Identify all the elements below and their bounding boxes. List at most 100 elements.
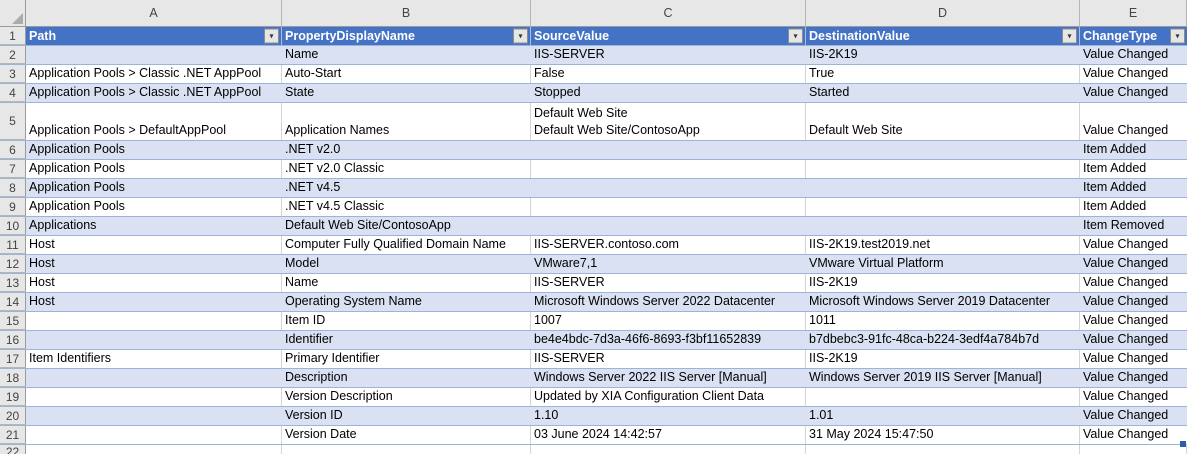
- cell-c5[interactable]: Default Web Site Default Web Site/Contos…: [531, 103, 806, 140]
- cell-d14[interactable]: Microsoft Windows Server 2019 Datacenter: [809, 294, 1051, 308]
- cell-c20[interactable]: 1.10: [534, 408, 559, 422]
- cell-a11[interactable]: Host: [26, 236, 282, 254]
- cell-c7[interactable]: [531, 160, 806, 178]
- filter-button-a[interactable]: ▾: [264, 28, 279, 44]
- filter-button-e[interactable]: ▾: [1170, 28, 1185, 44]
- cell-d13[interactable]: IIS-2K19: [806, 274, 1080, 292]
- cell-a19[interactable]: [26, 388, 282, 406]
- header-cell-e[interactable]: ChangeType ▾: [1080, 27, 1187, 45]
- cell-d20[interactable]: 1.01: [809, 408, 834, 422]
- cell-b17[interactable]: Primary Identifier: [282, 350, 531, 368]
- cell-b13[interactable]: Name: [282, 274, 531, 292]
- cell-b20[interactable]: Version ID: [285, 408, 343, 422]
- cell-a9[interactable]: Application Pools: [26, 198, 282, 216]
- cell-e3[interactable]: Value Changed: [1083, 66, 1169, 80]
- cell-b21[interactable]: Version Date: [282, 426, 531, 444]
- cell-a17[interactable]: Item Identifiers: [26, 350, 282, 368]
- cell-a16[interactable]: [26, 331, 282, 349]
- row-number-18[interactable]: 18: [0, 369, 26, 387]
- cell-c11[interactable]: IIS-SERVER.contoso.com: [531, 236, 806, 254]
- selection-fill-handle[interactable]: [1180, 441, 1186, 447]
- cell-d15[interactable]: 1011: [806, 312, 1080, 330]
- cell-a22[interactable]: [26, 445, 282, 454]
- cell-d19[interactable]: [806, 388, 1080, 406]
- row-number-11[interactable]: 11: [0, 236, 26, 254]
- cell-d16[interactable]: b7dbebc3-91fc-48ca-b224-3edf4a784b7d: [809, 332, 1040, 346]
- cell-b22[interactable]: [282, 445, 531, 454]
- cell-d3[interactable]: True: [806, 65, 1080, 83]
- cell-e8[interactable]: Item Added: [1083, 180, 1147, 194]
- filter-button-c[interactable]: ▾: [788, 28, 803, 44]
- row-number-15[interactable]: 15: [0, 312, 26, 330]
- cell-e19[interactable]: Value Changed: [1083, 389, 1169, 403]
- cell-b4[interactable]: State: [285, 85, 315, 99]
- cell-c10[interactable]: [531, 217, 806, 235]
- cell-e22[interactable]: [1080, 445, 1187, 454]
- cell-e7[interactable]: Item Added: [1083, 161, 1147, 175]
- cell-c13[interactable]: IIS-SERVER: [531, 274, 806, 292]
- cell-e15[interactable]: Value Changed: [1083, 313, 1169, 327]
- cell-d11[interactable]: IIS-2K19.test2019.net: [806, 236, 1080, 254]
- column-header-d[interactable]: D: [806, 0, 1080, 27]
- cell-d21[interactable]: 31 May 2024 15:47:50: [806, 426, 1080, 444]
- header-cell-b[interactable]: PropertyDisplayName ▾: [282, 27, 531, 45]
- row-number-5[interactable]: 5: [0, 103, 26, 140]
- cell-a8[interactable]: Application Pools: [29, 180, 125, 194]
- cell-e10[interactable]: Item Removed: [1083, 218, 1165, 232]
- cell-e2[interactable]: Value Changed: [1083, 47, 1169, 61]
- column-header-e[interactable]: E: [1080, 0, 1187, 27]
- cell-a6[interactable]: Application Pools: [29, 142, 125, 156]
- cell-e11[interactable]: Value Changed: [1083, 237, 1169, 251]
- cell-c22[interactable]: [531, 445, 806, 454]
- cell-d17[interactable]: IIS-2K19: [806, 350, 1080, 368]
- cell-e12[interactable]: Value Changed: [1083, 256, 1169, 270]
- cell-b5[interactable]: Application Names: [282, 103, 531, 140]
- cell-a4[interactable]: Application Pools > Classic .NET AppPool: [29, 85, 262, 99]
- header-cell-c[interactable]: SourceValue ▾: [531, 27, 806, 45]
- cell-c16[interactable]: be4e4bdc-7d3a-46f6-8693-f3bf11652839: [534, 332, 762, 346]
- cell-b15[interactable]: Item ID: [282, 312, 531, 330]
- cell-a12[interactable]: Host: [29, 256, 55, 270]
- cell-b9[interactable]: .NET v4.5 Classic: [282, 198, 531, 216]
- cell-e9[interactable]: Item Added: [1083, 199, 1147, 213]
- cell-e20[interactable]: Value Changed: [1083, 408, 1169, 422]
- cell-a2[interactable]: [26, 46, 282, 64]
- cell-d4[interactable]: Started: [809, 85, 850, 99]
- row-number-1[interactable]: 1: [0, 27, 26, 45]
- cell-d5[interactable]: Default Web Site: [806, 103, 1080, 140]
- cell-a20[interactable]: [26, 407, 282, 425]
- cell-d2[interactable]: IIS-2K19: [809, 47, 858, 61]
- cell-b16[interactable]: Identifier: [285, 332, 333, 346]
- cell-e18[interactable]: Value Changed: [1083, 370, 1169, 384]
- header-cell-d[interactable]: DestinationValue ▾: [806, 27, 1080, 45]
- cell-c19[interactable]: Updated by XIA Configuration Client Data: [531, 388, 806, 406]
- row-number-6[interactable]: 6: [0, 141, 26, 159]
- cell-e14[interactable]: Value Changed: [1083, 294, 1169, 308]
- cell-e17[interactable]: Value Changed: [1083, 351, 1169, 365]
- cell-c17[interactable]: IIS-SERVER: [531, 350, 806, 368]
- cell-e5[interactable]: Value Changed: [1083, 123, 1169, 137]
- cell-a13[interactable]: Host: [26, 274, 282, 292]
- cell-a14[interactable]: Host: [29, 294, 55, 308]
- row-number-22[interactable]: 22: [0, 445, 26, 454]
- cell-b3[interactable]: Auto-Start: [282, 65, 531, 83]
- cell-c15[interactable]: 1007: [531, 312, 806, 330]
- row-number-14[interactable]: 14: [0, 293, 26, 311]
- column-header-b[interactable]: B: [282, 0, 531, 27]
- cell-d6[interactable]: [806, 141, 1080, 159]
- cell-a21[interactable]: [26, 426, 282, 444]
- cell-c4[interactable]: Stopped: [534, 85, 581, 99]
- cell-d12[interactable]: VMware Virtual Platform: [809, 256, 944, 270]
- cell-e6[interactable]: Item Added: [1083, 142, 1147, 156]
- row-number-12[interactable]: 12: [0, 255, 26, 273]
- cell-c21[interactable]: 03 June 2024 14:42:57: [531, 426, 806, 444]
- cell-c12[interactable]: VMware7,1: [534, 256, 598, 270]
- row-number-4[interactable]: 4: [0, 84, 26, 102]
- row-number-16[interactable]: 16: [0, 331, 26, 349]
- cell-e13[interactable]: Value Changed: [1083, 275, 1169, 289]
- row-number-2[interactable]: 2: [0, 46, 26, 64]
- row-number-9[interactable]: 9: [0, 198, 26, 216]
- cell-a10[interactable]: Applications: [29, 218, 97, 232]
- cell-d9[interactable]: [806, 198, 1080, 216]
- cell-d7[interactable]: [806, 160, 1080, 178]
